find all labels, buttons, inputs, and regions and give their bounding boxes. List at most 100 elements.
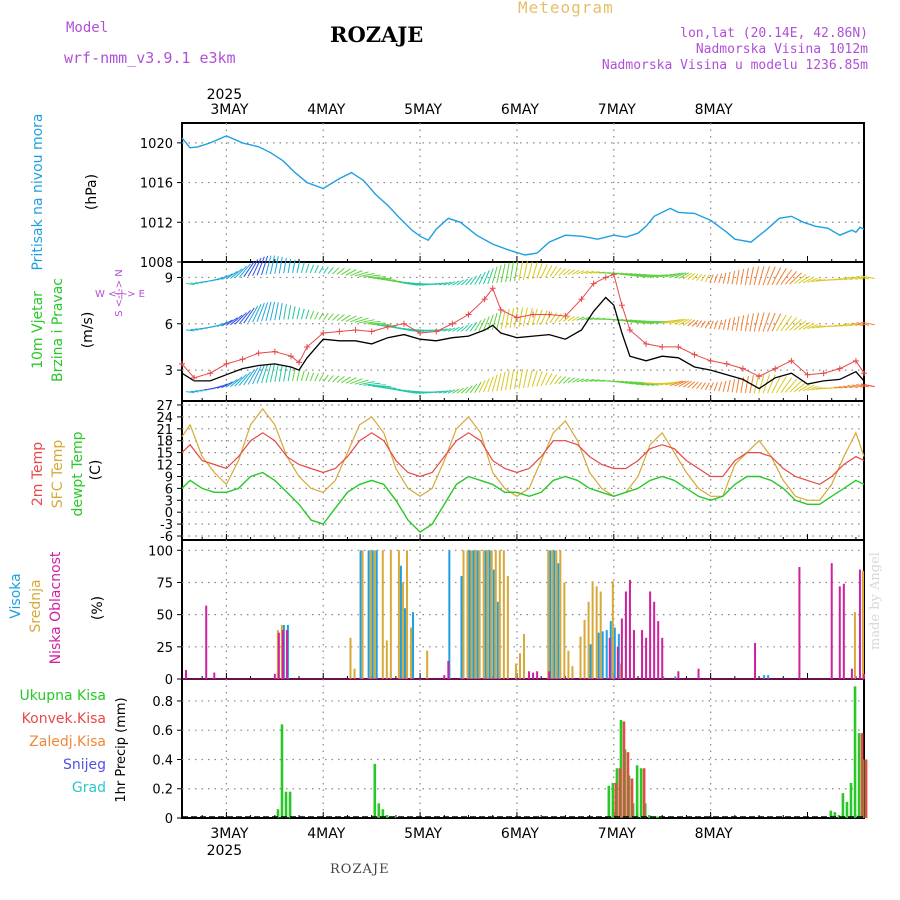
wind-vector (296, 261, 301, 273)
wind-vector (860, 275, 875, 279)
wind-vector (460, 324, 469, 332)
wind-vector (789, 318, 802, 331)
wind-vector (842, 277, 853, 281)
wind-vector (230, 376, 243, 387)
wind-vector (247, 305, 259, 323)
cloud-bar (547, 550, 550, 679)
wind-vector (283, 303, 287, 320)
wind-vector (531, 262, 538, 279)
wind-vector (185, 391, 195, 394)
wind-vector (789, 380, 802, 393)
wind-vector (700, 274, 706, 282)
wind-vector (438, 282, 448, 286)
meteogram-label: Meteogram (518, 0, 614, 17)
wind-vector (665, 380, 681, 386)
wind-vector (549, 266, 558, 277)
cloud-bar (551, 550, 554, 679)
wind-vector (585, 270, 595, 274)
cloud-bar (557, 563, 560, 679)
gust-marker (191, 374, 198, 381)
wind-vector (269, 363, 276, 383)
wind-vector (731, 270, 736, 285)
wind-vector (704, 382, 710, 391)
wind-vector (531, 308, 538, 326)
wind-vector (758, 312, 765, 332)
wind-vector (359, 380, 375, 386)
wind-compass-we: W <-|-> E (95, 289, 145, 300)
cloud-bar (657, 621, 660, 679)
pressure-unit: (hPa) (84, 174, 100, 210)
wind-vector (243, 261, 255, 278)
wind-vector (758, 374, 765, 394)
station-elevation: Nadmorska Visina 1012m (695, 42, 868, 57)
wind-vector (234, 374, 247, 387)
wind-vector (576, 316, 585, 321)
cloud-bar (373, 550, 376, 679)
cloud-bar (583, 619, 586, 679)
wind-vector (496, 373, 502, 392)
cloud-bar (474, 550, 477, 679)
wind-vector (518, 261, 524, 281)
wind-vector (225, 270, 238, 280)
wind-vector (540, 372, 548, 386)
wind-vector (634, 381, 655, 386)
wind-vector (696, 320, 703, 328)
wind-vector (522, 261, 528, 281)
wind-vector (314, 311, 319, 320)
wind-vector (687, 273, 696, 280)
gust-marker (352, 326, 359, 333)
gust-marker (417, 330, 424, 337)
sfc-temp-line (181, 407, 865, 501)
cloud-bar (514, 663, 517, 679)
wind-vector (332, 267, 340, 275)
wind-vector (185, 329, 195, 332)
cloud-bar (632, 630, 635, 679)
wind-vector (665, 319, 681, 324)
wind-vector (678, 318, 690, 326)
wind-vector (500, 263, 506, 283)
wind-vector (847, 323, 858, 327)
wind-vector (700, 320, 706, 328)
footer-station: ROZAJE (330, 862, 390, 877)
precip-bar (381, 809, 385, 818)
wind-vector (287, 258, 292, 274)
y-tick-label: 50 (156, 609, 173, 624)
wind-vector (256, 256, 265, 276)
wind-vector (505, 262, 510, 283)
gust-marker (739, 365, 746, 372)
wind-vector (465, 277, 473, 286)
wind-speed-line (181, 296, 865, 390)
wind-vector (500, 309, 506, 329)
wind-vector (696, 382, 703, 390)
wind-vector (185, 283, 195, 286)
temp2m-title: 2m Temp (30, 442, 46, 506)
cloud-bar (389, 550, 392, 679)
wind-vector (496, 264, 502, 284)
wind-vector (784, 270, 798, 285)
cloud-bar (555, 550, 558, 679)
wind-vector (567, 269, 575, 276)
wind-vector (514, 369, 519, 390)
cloud-bar (653, 601, 656, 679)
wind-vector (625, 319, 645, 324)
gust-marker (449, 320, 456, 327)
cloud-bar (559, 550, 562, 679)
precip-bar (288, 791, 292, 818)
wind-vector (771, 267, 782, 286)
wind-vector (318, 265, 324, 274)
y-tick-label: 0.4 (152, 753, 173, 768)
y-tick-label: 12 (156, 459, 173, 474)
wind-vector (478, 318, 486, 331)
cloud-bar (410, 627, 413, 679)
wind-vector (274, 364, 279, 382)
cloud-bar (858, 569, 861, 679)
wind-vector (531, 370, 538, 388)
gust-marker (546, 311, 553, 318)
wind-vector (509, 308, 514, 328)
wind-vector (354, 271, 369, 277)
wind-vector (287, 366, 292, 382)
wind-vector (722, 272, 727, 284)
precip-bar (853, 686, 857, 818)
wind-vector (359, 319, 375, 324)
wind-vector (549, 312, 558, 324)
